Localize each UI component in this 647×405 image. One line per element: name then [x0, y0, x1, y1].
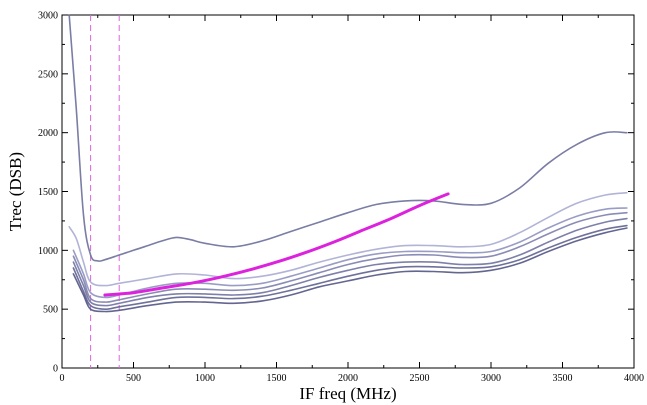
series-line — [68, 14, 628, 262]
y-tick-label: 0 — [53, 364, 58, 375]
series-line — [72, 207, 628, 299]
y-tick-label: 1500 — [38, 187, 58, 198]
y-axis-ticks: 0 500 1000 1500 2000 2500 3000 — [38, 11, 634, 375]
y-tick-label: 2500 — [38, 69, 58, 80]
x-tick-label: 3500 — [553, 373, 573, 384]
x-tick-label: 500 — [126, 373, 141, 384]
series-line — [72, 227, 628, 313]
x-axis-ticks: 0 500 1000 1500 2000 2500 3000 3500 4000 — [60, 15, 644, 384]
y-tick-label: 1000 — [38, 246, 58, 257]
x-tick-label: 0 — [60, 373, 65, 384]
series-line — [72, 211, 628, 303]
plot-frame — [61, 14, 635, 369]
x-tick-label: 3000 — [481, 373, 501, 384]
x-tick-label: 1000 — [195, 373, 215, 384]
x-axis-title: IF freq (MHz) — [299, 384, 396, 403]
y-axis-title: Trec (DSB) — [6, 152, 25, 231]
x-tick-label: 2000 — [338, 373, 358, 384]
series-lines — [68, 14, 628, 313]
series-line-highlight — [103, 192, 450, 297]
x-tick-label: 4000 — [624, 373, 644, 384]
plot-area — [61, 14, 635, 369]
series-line — [72, 217, 628, 307]
x-tick-label: 1500 — [267, 373, 287, 384]
y-tick-label: 2000 — [38, 128, 58, 139]
series-line — [68, 191, 628, 287]
series-line — [72, 224, 628, 311]
x-tick-label: 2500 — [410, 373, 430, 384]
y-tick-label: 500 — [43, 305, 58, 316]
vertical-markers — [90, 15, 120, 368]
y-tick-label: 3000 — [38, 11, 58, 22]
